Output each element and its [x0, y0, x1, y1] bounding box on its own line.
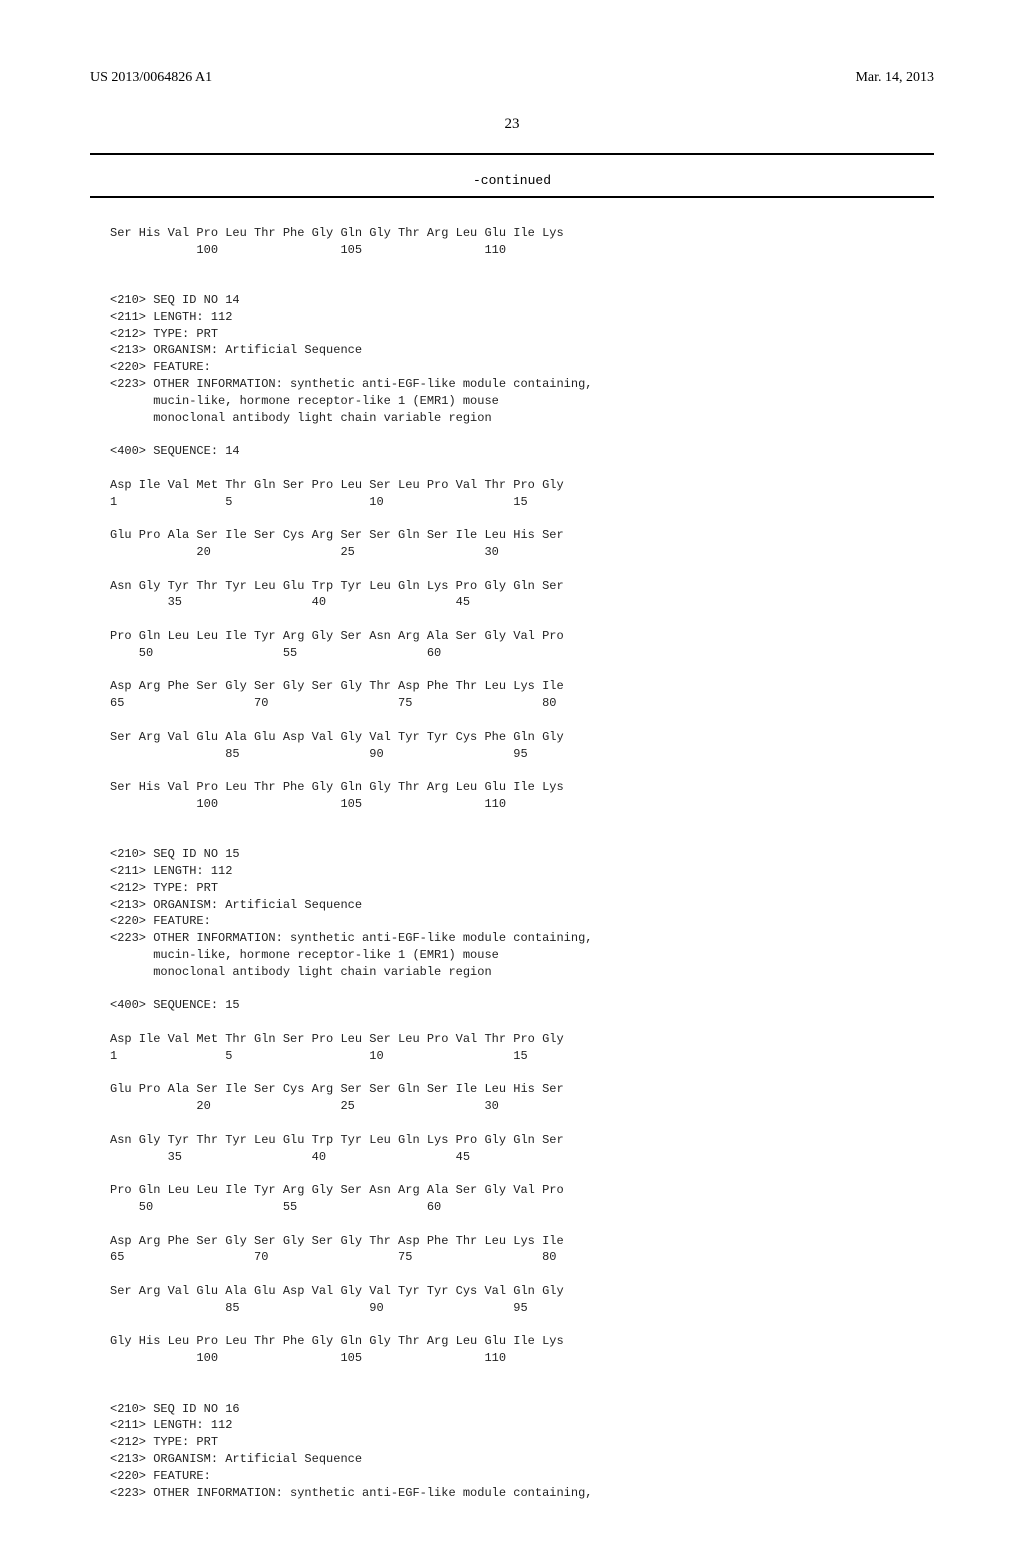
sequence-listing-section: -continued — [90, 153, 934, 198]
publication-date: Mar. 14, 2013 — [855, 70, 934, 86]
page-header: US 2013/0064826 A1 Mar. 14, 2013 — [90, 70, 934, 86]
sequence-listing-body: Ser His Val Pro Leu Thr Phe Gly Gln Gly … — [90, 198, 934, 1511]
page: US 2013/0064826 A1 Mar. 14, 2013 23 -con… — [0, 0, 1024, 1561]
page-number: 23 — [90, 116, 934, 133]
publication-number: US 2013/0064826 A1 — [90, 70, 212, 86]
continued-label: -continued — [90, 173, 934, 188]
